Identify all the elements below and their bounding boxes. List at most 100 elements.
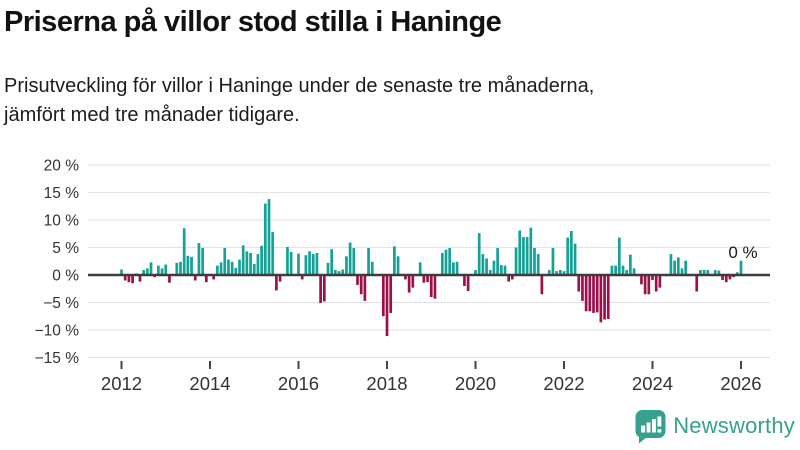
bar bbox=[673, 260, 676, 275]
bar bbox=[359, 275, 363, 295]
bar bbox=[138, 275, 142, 282]
bar bbox=[142, 270, 145, 275]
bar bbox=[263, 203, 267, 275]
bar bbox=[345, 256, 348, 275]
bar bbox=[713, 270, 717, 275]
bar bbox=[212, 275, 216, 280]
bar bbox=[179, 261, 182, 275]
bar bbox=[603, 275, 606, 320]
bar bbox=[297, 253, 300, 275]
bar bbox=[271, 232, 275, 275]
bar bbox=[584, 275, 588, 312]
bar bbox=[300, 275, 304, 280]
bar bbox=[735, 272, 739, 275]
bar bbox=[496, 248, 499, 275]
bar bbox=[695, 275, 699, 292]
bar bbox=[322, 275, 326, 302]
bar bbox=[621, 265, 625, 275]
bar bbox=[356, 275, 359, 285]
bar bbox=[511, 275, 514, 280]
bar bbox=[278, 275, 282, 282]
bar bbox=[160, 268, 164, 275]
bar bbox=[654, 275, 658, 292]
bar bbox=[348, 242, 352, 275]
bar bbox=[201, 248, 204, 275]
bar bbox=[127, 275, 131, 283]
bar bbox=[728, 275, 732, 280]
bar bbox=[311, 254, 315, 275]
bar bbox=[717, 270, 721, 275]
bar bbox=[606, 275, 610, 319]
bar bbox=[599, 275, 603, 323]
bar bbox=[525, 237, 529, 275]
y-tick-label: 20 % bbox=[44, 158, 80, 175]
bar bbox=[452, 262, 455, 275]
x-tick-label: 2020 bbox=[455, 373, 496, 394]
bar bbox=[503, 265, 507, 275]
bar bbox=[614, 265, 617, 275]
bar bbox=[540, 275, 544, 295]
bar bbox=[267, 199, 271, 275]
bar bbox=[168, 275, 171, 283]
bar bbox=[595, 275, 599, 313]
bar bbox=[536, 254, 540, 275]
y-tick-label: 5 % bbox=[52, 240, 79, 257]
bar bbox=[724, 275, 728, 283]
bar bbox=[385, 275, 389, 337]
x-axis-labels: 2012 2014 2016 2018 2020 2022 2024 2026 bbox=[101, 373, 762, 394]
x-axis-ticks bbox=[120, 361, 742, 369]
bar bbox=[204, 275, 208, 283]
bar bbox=[488, 270, 492, 275]
x-tick-label: 2016 bbox=[278, 373, 319, 394]
bar bbox=[676, 257, 680, 275]
bar bbox=[389, 275, 393, 313]
bar bbox=[418, 262, 422, 275]
y-tick-label: 0 % bbox=[52, 268, 79, 285]
bar bbox=[581, 275, 584, 301]
subtitle-line-1: Prisutveckling för villor i Haninge unde… bbox=[4, 75, 595, 97]
y-tick-label: 10 % bbox=[44, 213, 80, 230]
bar bbox=[647, 275, 651, 295]
page-title: Priserna på villor stod stilla i Haninge bbox=[4, 6, 502, 38]
bar bbox=[164, 264, 168, 275]
bar bbox=[334, 270, 337, 275]
bar bbox=[256, 254, 260, 275]
bar bbox=[245, 251, 249, 275]
bar bbox=[197, 243, 201, 275]
bar bbox=[131, 275, 134, 284]
bar bbox=[555, 271, 558, 275]
bar bbox=[175, 262, 179, 275]
bar bbox=[533, 248, 536, 275]
bar bbox=[404, 275, 407, 280]
bar bbox=[522, 237, 525, 275]
bar bbox=[422, 275, 426, 283]
bar bbox=[223, 248, 227, 275]
chart-area: 20 % 15 % 10 % 5 % 0 % −5 % −10 % −15 % 2012 201… bbox=[0, 150, 800, 400]
gridlines bbox=[88, 164, 770, 359]
bar bbox=[588, 275, 592, 312]
bar bbox=[186, 255, 190, 275]
bar bbox=[341, 269, 345, 275]
bar bbox=[658, 275, 662, 288]
bar bbox=[252, 264, 256, 275]
bar bbox=[315, 253, 319, 275]
bar bbox=[411, 275, 415, 288]
bars bbox=[120, 199, 743, 337]
bar bbox=[407, 275, 411, 293]
bar bbox=[319, 275, 322, 304]
x-tick-label: 2022 bbox=[543, 373, 584, 394]
bar bbox=[219, 262, 223, 275]
bar bbox=[477, 233, 481, 275]
bar bbox=[448, 248, 452, 275]
bar bbox=[547, 270, 551, 275]
bar bbox=[514, 247, 518, 275]
bar bbox=[367, 248, 370, 275]
bar bbox=[573, 243, 577, 275]
bar bbox=[643, 275, 647, 295]
bar bbox=[433, 275, 437, 299]
annotation-label: 0 % bbox=[728, 243, 757, 262]
bar bbox=[610, 265, 614, 275]
bar bbox=[629, 254, 632, 275]
bar bbox=[275, 275, 278, 291]
